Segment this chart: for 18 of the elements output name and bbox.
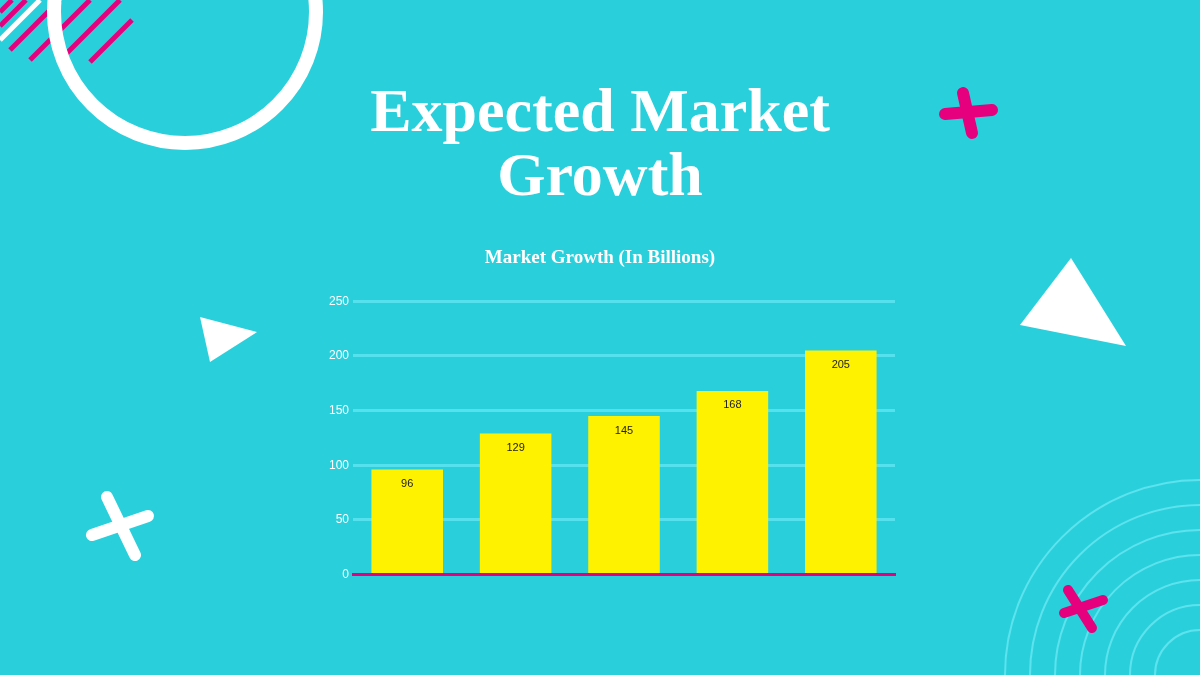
data-label: 145 — [614, 423, 634, 436]
bar — [696, 390, 769, 574]
y-tick-label: 50 — [335, 512, 350, 527]
data-label: 129 — [506, 441, 525, 454]
data-label: 168 — [723, 398, 742, 411]
bar — [805, 350, 877, 574]
y-tick-label: 0 — [342, 566, 350, 581]
y-tick-label: 100 — [328, 457, 350, 472]
chart-subtitle: Market Growth (In Billions) — [483, 246, 717, 268]
bar — [371, 469, 443, 574]
y-tick-label: 150 — [328, 402, 350, 417]
y-tick-label: 200 — [328, 348, 350, 363]
bar — [588, 416, 660, 574]
chart-title: Expected Market Growth — [369, 76, 831, 208]
y-tick-label: 250 — [328, 293, 350, 308]
data-label: 205 — [831, 357, 850, 370]
bar — [479, 433, 552, 574]
data-label: 96 — [401, 477, 414, 490]
